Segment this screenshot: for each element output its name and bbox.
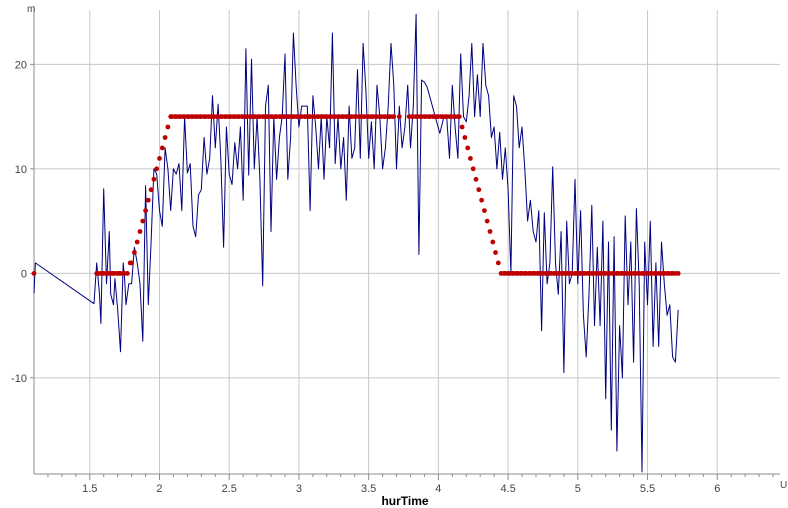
- y-tick-label: -10: [11, 373, 27, 385]
- data-point: [476, 187, 482, 193]
- y-tick-label: 10: [15, 164, 27, 176]
- data-point: [165, 124, 171, 130]
- data-point: [132, 250, 137, 255]
- data-point: [482, 208, 487, 214]
- data-point: [137, 229, 143, 234]
- data-point: [487, 229, 493, 234]
- data-point: [143, 208, 149, 214]
- data-point: [459, 124, 465, 130]
- data-point: [162, 135, 168, 140]
- x-axis-title: hurTime: [381, 494, 428, 508]
- data-point: [479, 197, 484, 203]
- x-tick-label: 3.5: [361, 483, 376, 495]
- data-point: [154, 166, 160, 172]
- x-tick-label: 3: [296, 483, 302, 495]
- grid-lines: [34, 10, 780, 474]
- x-tick-label: 4: [435, 483, 441, 495]
- data-point: [140, 218, 146, 224]
- x-tick-label: 4.5: [500, 483, 515, 495]
- data-line: [33, 13, 679, 473]
- data-point: [396, 114, 402, 119]
- x-tick-label: 6: [714, 483, 720, 495]
- x-tick-label: 2: [156, 483, 162, 495]
- data-point: [145, 197, 151, 203]
- x-tick-label: 1.5: [82, 483, 97, 495]
- data-point: [675, 271, 681, 276]
- data-point: [473, 176, 479, 182]
- data-point: [31, 271, 37, 276]
- data-point: [125, 271, 130, 276]
- data-point: [456, 114, 462, 119]
- data-point: [159, 145, 165, 151]
- data-point: [490, 239, 496, 245]
- axes: [30, 6, 780, 480]
- data-point: [493, 250, 498, 255]
- data-point: [470, 166, 476, 172]
- data-point: [391, 114, 397, 119]
- y-tick-label: 0: [21, 268, 27, 280]
- series-line: [33, 13, 679, 473]
- data-point: [148, 187, 154, 193]
- x-tick-label: 5.5: [640, 483, 655, 495]
- data-point: [134, 239, 140, 245]
- data-point: [468, 156, 473, 161]
- tick-labels: 1.5 2 2.5 3 3.5 4 4.5 5 5.5 6 -10 0 10 20: [11, 59, 720, 495]
- data-point: [465, 145, 471, 151]
- x-tick-label: 2.5: [222, 483, 237, 495]
- x-tick-label: 5: [575, 483, 581, 495]
- data-point: [484, 218, 490, 224]
- data-point: [495, 260, 501, 266]
- series-markers: [31, 114, 681, 276]
- data-point: [151, 176, 157, 182]
- data-point: [157, 156, 162, 161]
- data-point: [462, 135, 468, 140]
- data-point: [129, 260, 135, 266]
- y-tick-label: 20: [15, 59, 27, 71]
- y-unit-label: m: [27, 4, 35, 15]
- x-unit-label: U: [780, 480, 787, 491]
